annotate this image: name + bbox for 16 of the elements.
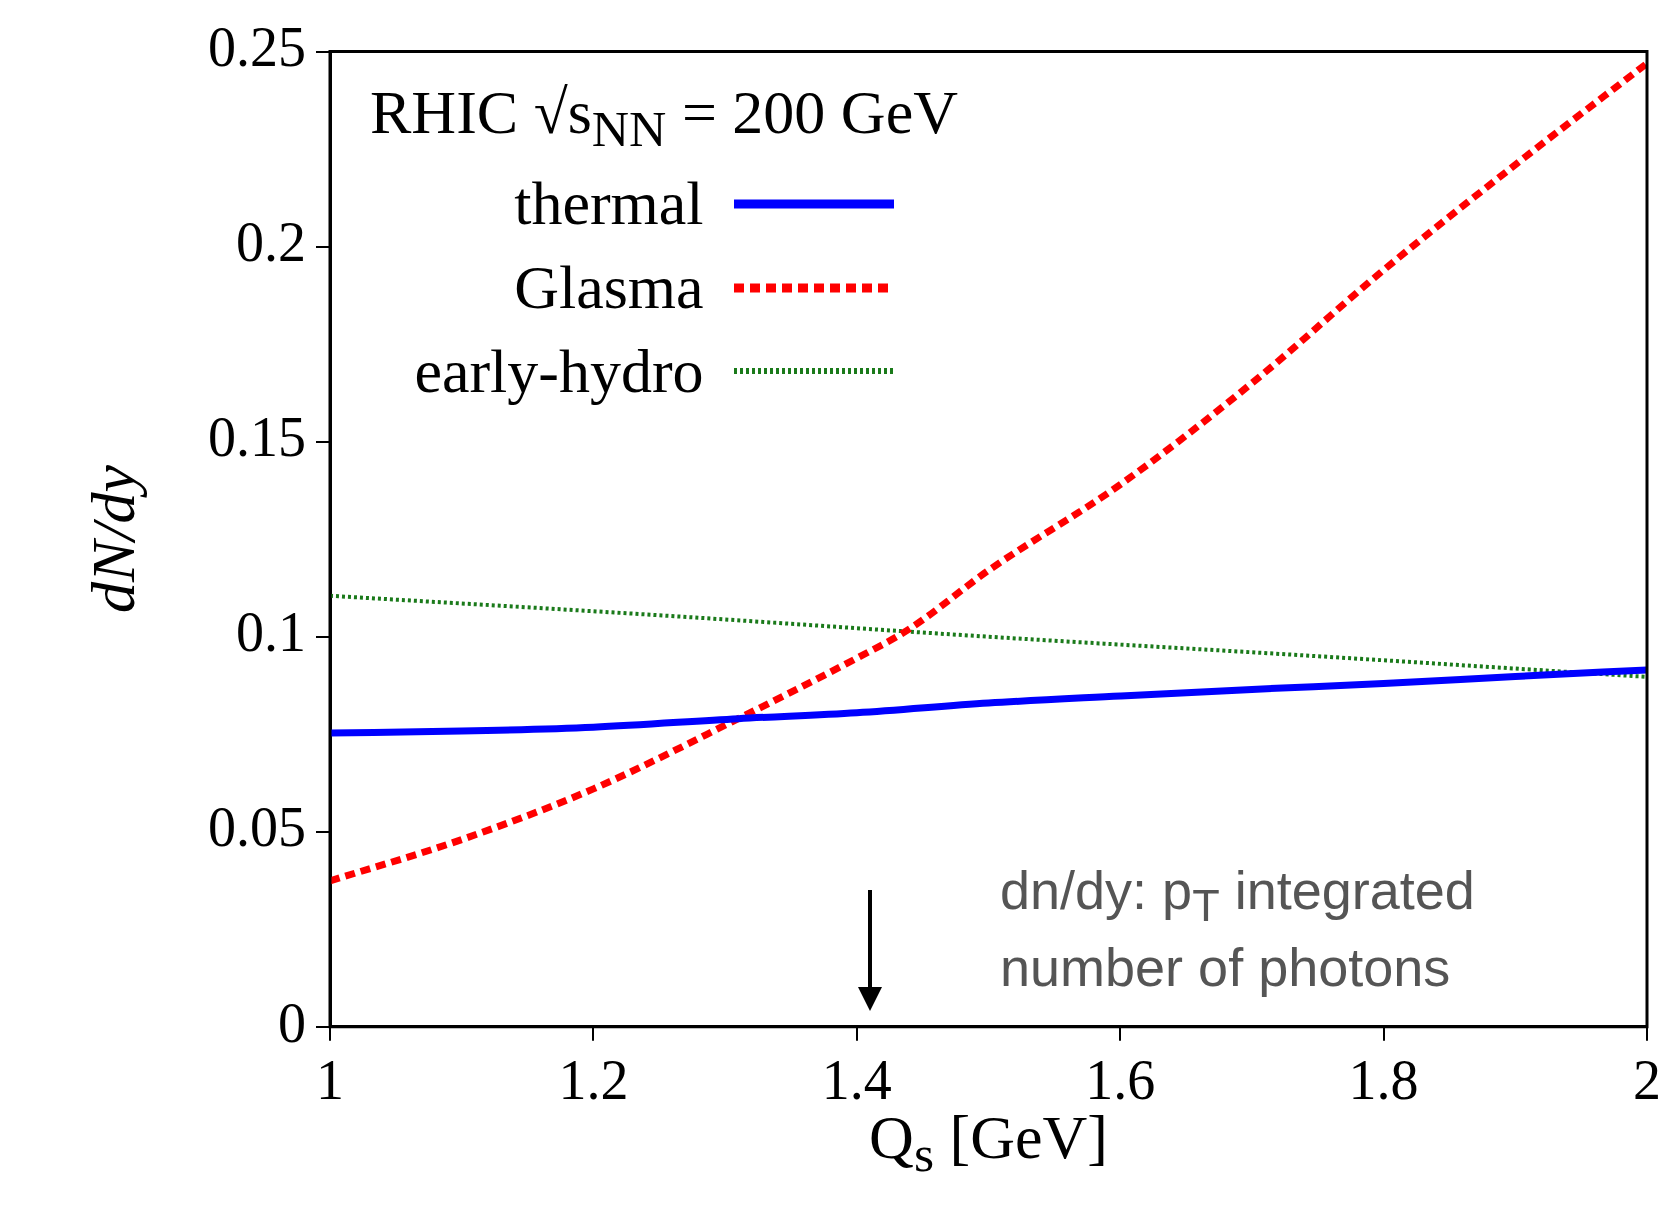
x-tick-label: 2	[1633, 1049, 1661, 1112]
y-tick-label: 0.25	[208, 16, 306, 79]
legend-title: RHIC √s$_{NN}$ = 200 GeV	[370, 76, 958, 159]
y-tick-label: 0.05	[208, 796, 306, 859]
x-tick-label: 1.2	[558, 1049, 629, 1112]
y-axis-title: dN/dy	[78, 465, 148, 614]
y-tick-label: 0.1	[236, 601, 306, 664]
legend-label: early-hydro	[413, 335, 704, 407]
legend-label: Glasma	[513, 251, 704, 323]
annotation: dn/dy: p$_{T}$ integrated number of photons	[1000, 859, 1476, 1000]
x-tick-label: 1	[316, 1049, 344, 1112]
y-tick-label: 0	[278, 991, 306, 1054]
y-tick-label: 0.15	[208, 406, 306, 469]
y-tick-label: 0.2	[236, 211, 306, 274]
x-tick-label: 1.8	[1348, 1049, 1419, 1112]
legend-label: thermal	[513, 168, 704, 240]
